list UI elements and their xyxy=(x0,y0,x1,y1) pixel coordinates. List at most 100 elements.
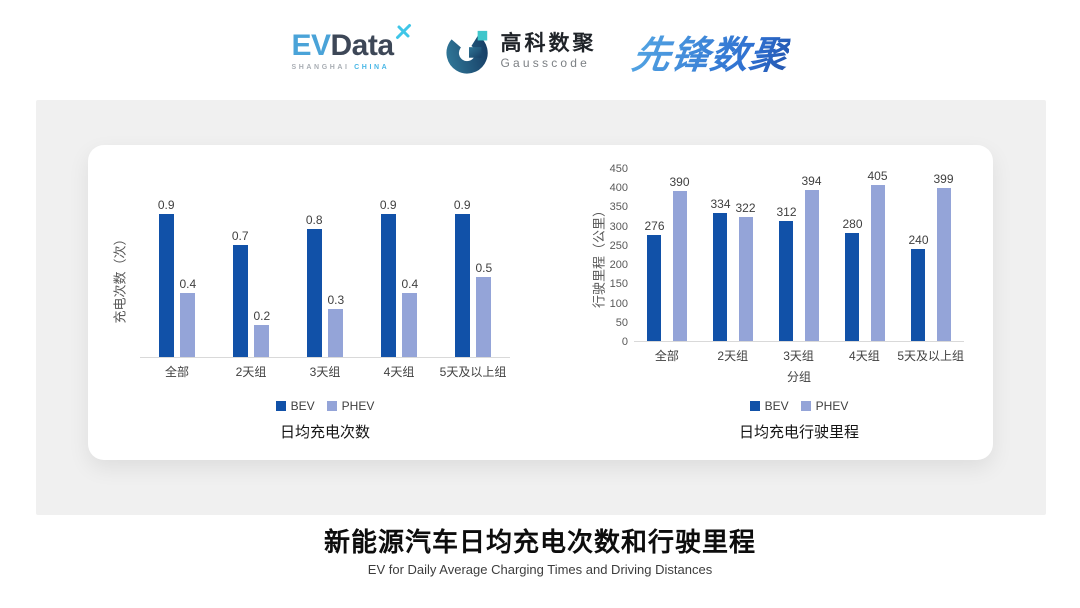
evdata-subtext: SHANGHAI CHINA xyxy=(291,64,389,71)
data-label: 0.4 xyxy=(401,277,419,291)
gausscode-g-icon xyxy=(445,30,488,74)
bar-wrap: 312 xyxy=(776,169,797,341)
gausscode-logo: 高科数聚 Gausscode xyxy=(445,28,597,74)
star-icon xyxy=(395,24,411,39)
y-axis-title: 行驶里程（公里） xyxy=(591,203,607,308)
bar-bev xyxy=(647,234,662,341)
x-axis-title: 分组 xyxy=(786,370,811,384)
gausscode-cn-text: 高科数聚 xyxy=(500,31,597,55)
bar-wrap: 0.3 xyxy=(328,198,344,357)
bar-wrap: 0.5 xyxy=(475,198,493,357)
bar-wrap: 322 xyxy=(736,169,756,341)
legend-swatch xyxy=(326,401,337,411)
data-label: 394 xyxy=(801,173,822,188)
y-tick-label: 250 xyxy=(609,239,628,252)
chart-daily-driving-distance: 行驶里程（公里） 0 50 100 150 200 250 300 350 400 450 276… xyxy=(588,163,973,443)
data-label: 312 xyxy=(776,205,797,220)
legend-item-phev: PHEV xyxy=(326,399,374,413)
bar-wrap: 0.4 xyxy=(401,198,419,357)
legend-item-phev: PHEV xyxy=(800,399,849,413)
charts-card: 充电次数（次） 0.9 0.4 0.7 0.2 0.8 0.3 0.9 0.4 0.9 0.5 全… xyxy=(88,145,993,460)
plot-area: 276 390 334 322 312 394 280 405 240 399 xyxy=(634,169,964,342)
plot-row: 行驶里程（公里） 0 50 100 150 200 250 300 350 400 450 276… xyxy=(588,163,973,348)
data-label: 0.9 xyxy=(157,198,175,212)
bar-group: 240 399 xyxy=(898,169,964,341)
legend-label: PHEV xyxy=(815,399,849,413)
bar-phev xyxy=(672,191,687,341)
legend: BEV PHEV xyxy=(140,399,510,413)
category-label: 5天及以上组 xyxy=(439,365,507,379)
evdata-wordmark: EVData xyxy=(291,24,411,62)
legend-swatch xyxy=(749,401,760,411)
data-label: 0.9 xyxy=(453,198,471,212)
data-label: 399 xyxy=(933,171,954,186)
evdata-shanghai-text: SHANGHAI xyxy=(291,64,350,71)
y-tick-label: 50 xyxy=(615,316,628,329)
xianfeng-wordmark: 先锋数聚 xyxy=(629,24,793,79)
data-label: 276 xyxy=(644,218,665,233)
bar-group: 0.9 0.4 xyxy=(362,198,436,357)
bar-group: 0.8 0.3 xyxy=(288,198,362,357)
bar-wrap: 276 xyxy=(644,169,665,341)
bar-wrap: 334 xyxy=(710,169,731,341)
bar-group: 312 394 xyxy=(766,169,832,341)
y-axis-title-wrap: 行驶里程（公里） xyxy=(588,169,608,342)
bar-bev xyxy=(454,214,470,357)
data-label: 0.4 xyxy=(179,277,197,291)
bar-phev xyxy=(402,293,418,357)
category-label: 2天组 xyxy=(235,365,267,379)
data-label: 334 xyxy=(710,196,731,211)
bar-phev xyxy=(476,277,492,357)
bar-group: 334 322 xyxy=(700,169,766,341)
gausscode-text: 高科数聚 Gausscode xyxy=(501,32,597,71)
bar-phev xyxy=(804,189,819,341)
category-label: 3天组 xyxy=(309,365,341,379)
footer: 新能源汽车日均充电次数和行驶里程 EV for Daily Average Ch… xyxy=(0,526,1080,578)
y-tick-label: 150 xyxy=(609,278,628,291)
bar-phev xyxy=(936,187,951,341)
data-label: 405 xyxy=(867,169,888,184)
y-tick-label: 450 xyxy=(609,163,628,175)
bar-wrap: 280 xyxy=(842,169,863,341)
data-label: 390 xyxy=(669,175,690,190)
y-tick-label: 0 xyxy=(621,336,628,348)
bar-bev xyxy=(232,245,248,357)
category-label: 全部 xyxy=(164,365,189,379)
category-label: 5天及以上组 xyxy=(897,349,964,363)
bar-phev xyxy=(328,309,344,357)
data-label: 0.8 xyxy=(305,213,323,227)
plot-area: 0.9 0.4 0.7 0.2 0.8 0.3 0.9 0.4 0.9 0.5 xyxy=(140,198,510,358)
page-subtitle: EV for Daily Average Charging Times and … xyxy=(367,562,713,577)
bar-group: 280 405 xyxy=(832,169,898,341)
legend-swatch xyxy=(275,401,286,411)
bar-group: 0.7 0.2 xyxy=(214,198,288,357)
xianfeng-logo: 先锋数聚 xyxy=(629,24,791,79)
y-axis-ticks: 0 50 100 150 200 250 300 350 400 450 xyxy=(608,163,634,348)
bar-bev xyxy=(713,212,728,341)
bar-wrap: 0.9 xyxy=(158,198,175,357)
chart-title: 日均充电次数 xyxy=(279,424,370,441)
bar-phev xyxy=(738,217,753,341)
bar-group: 0.9 0.4 xyxy=(140,198,214,357)
y-tick-label: 300 xyxy=(609,220,628,233)
bar-wrap: 394 xyxy=(802,169,822,341)
y-tick-label: 350 xyxy=(609,201,628,214)
page-title: 新能源汽车日均充电次数和行驶里程 xyxy=(323,527,756,557)
category-label: 3天组 xyxy=(783,349,814,363)
bar-wrap: 240 xyxy=(908,169,929,341)
bar-wrap: 390 xyxy=(670,169,690,341)
bar-wrap: 0.7 xyxy=(232,198,249,357)
bar-bev xyxy=(158,214,174,357)
category-label: 4天组 xyxy=(849,349,880,363)
data-label: 0.2 xyxy=(253,309,271,323)
charts-panel: 充电次数（次） 0.9 0.4 0.7 0.2 0.8 0.3 0.9 0.4 0.9 0.5 全… xyxy=(36,100,1046,515)
evdata-ev-text: EV xyxy=(291,29,331,62)
bar-wrap: 0.9 xyxy=(454,198,471,357)
legend: BEV PHEV xyxy=(634,399,964,413)
legend-label: BEV xyxy=(764,399,789,413)
bar-bev xyxy=(779,221,794,341)
category-axis: 全部 2天组 3天组 4天组 5天及以上组 xyxy=(634,347,964,364)
y-tick-label: 200 xyxy=(609,259,628,272)
data-label: 0.5 xyxy=(475,261,493,275)
